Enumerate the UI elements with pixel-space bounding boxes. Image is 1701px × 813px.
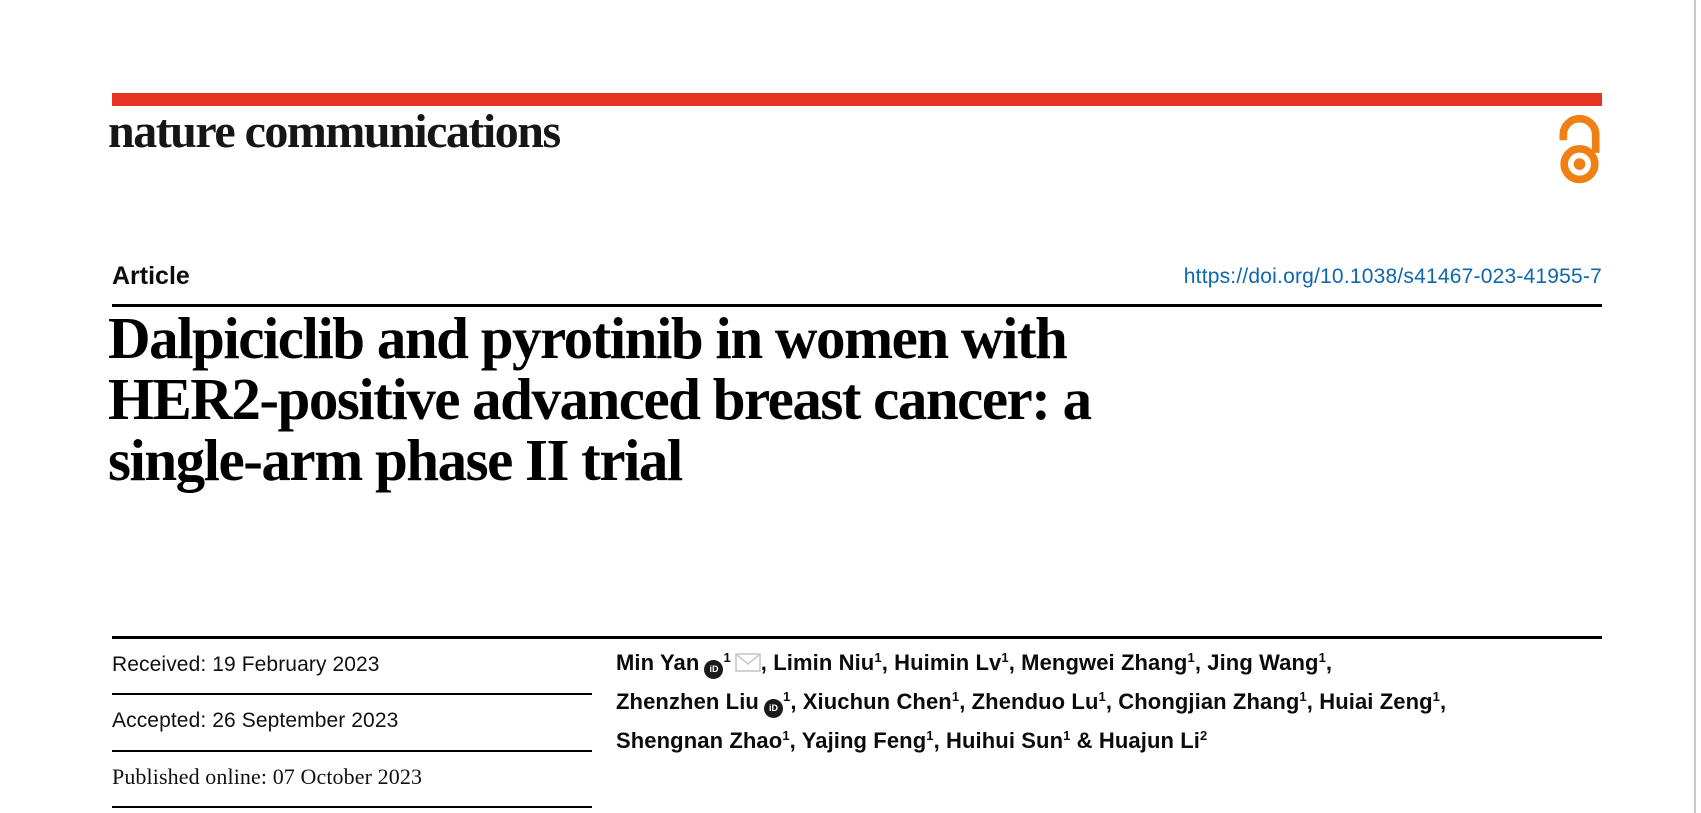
author-separator: ,	[790, 689, 803, 714]
received-date: Received: 19 February 2023	[112, 653, 380, 676]
author-name[interactable]: Yajing Feng	[801, 728, 927, 753]
date-divider-rule	[112, 750, 592, 752]
author-separator: ,	[1008, 650, 1022, 675]
open-access-lock-icon	[1559, 114, 1600, 184]
section-divider-rule	[112, 636, 1602, 639]
author-affiliation-sup: 1	[1187, 650, 1195, 665]
author-affiliation-sup: 1	[723, 650, 731, 665]
accepted-date: Accepted: 26 September 2023	[112, 709, 399, 732]
author-affiliation-sup: 1	[1299, 689, 1307, 704]
author-separator: ,	[1325, 650, 1333, 675]
author-separator: ,	[789, 728, 802, 753]
author-affiliation-sup: 1	[1001, 650, 1009, 665]
article-title-line: single-arm phase II trial	[108, 427, 683, 493]
author-separator: ,	[1306, 689, 1320, 714]
doi-link[interactable]: https://doi.org/10.1038/s41467-023-41955…	[1183, 265, 1602, 288]
author-name[interactable]: Huimin Lv	[894, 650, 1002, 675]
date-divider-rule	[112, 806, 592, 808]
author-separator: ,	[760, 650, 774, 675]
author-separator: ,	[1105, 689, 1119, 714]
author-affiliation-sup: 1	[782, 689, 791, 704]
author-name[interactable]: Zhenduo Lu	[971, 689, 1099, 714]
header-divider-rule	[112, 304, 1602, 307]
article-title: Dalpiciclib and pyrotinib in women with …	[108, 308, 1508, 491]
author-name[interactable]: Zhenzhen Liu	[616, 689, 759, 714]
journal-logo[interactable]: nature communications	[108, 105, 561, 158]
author-affiliation-sup: 1	[1098, 689, 1106, 704]
author-affiliation-sup: 1	[951, 689, 960, 704]
author-affiliation-sup: 2	[1200, 728, 1208, 743]
author-line: Shengnan Zhao1, Yajing Feng1, Huihui Sun…	[616, 723, 1516, 762]
author-name[interactable]: Huihui Sun	[946, 728, 1064, 753]
author-affiliation-sup: 1	[782, 728, 790, 743]
author-name[interactable]: Huajun Li	[1098, 728, 1201, 753]
author-separator: ,	[933, 728, 947, 753]
article-title-line: Dalpiciclib and pyrotinib in women with	[108, 305, 1068, 371]
author-separator: ,	[959, 689, 972, 714]
author-name[interactable]: Jing Wang	[1207, 650, 1319, 675]
author-line: Min Yan iD1, Limin Niu1, Huimin Lv1, Meng…	[616, 645, 1516, 684]
author-affiliation-sup: 1	[926, 728, 934, 743]
author-name[interactable]: Chongjian Zhang	[1118, 689, 1300, 714]
author-name[interactable]: Min Yan	[616, 650, 700, 675]
author-name[interactable]: Mengwei Zhang	[1021, 650, 1188, 675]
orcid-icon[interactable]: iD	[763, 698, 783, 718]
author-separator: &	[1070, 728, 1099, 753]
author-name[interactable]: Shengnan Zhao	[616, 728, 783, 753]
author-list: Min Yan iD1, Limin Niu1, Huimin Lv1, Meng…	[616, 645, 1516, 762]
date-divider-rule	[112, 693, 592, 695]
author-name[interactable]: Limin Niu	[773, 650, 875, 675]
article-title-line: HER2-positive advanced breast cancer: a	[108, 366, 1092, 432]
author-name[interactable]: Xiuchun Chen	[802, 689, 952, 714]
author-separator: ,	[1194, 650, 1208, 675]
author-affiliation-sup: 1	[1432, 689, 1440, 704]
masthead-red-bar	[112, 93, 1602, 106]
author-name[interactable]: Huiai Zeng	[1319, 689, 1433, 714]
orcid-icon[interactable]: iD	[704, 659, 724, 679]
author-affiliation-sup: 1	[874, 650, 882, 665]
author-line: Zhenzhen Liu iD1, Xiuchun Chen1, Zhenduo …	[616, 684, 1516, 723]
author-affiliation-sup: 1	[1063, 728, 1071, 743]
page-edge-divider	[1694, 0, 1696, 813]
author-affiliation-sup: 1	[1318, 650, 1326, 665]
article-type-label: Article	[112, 262, 190, 290]
author-separator: ,	[1440, 689, 1447, 714]
email-corresponding-author-icon[interactable]	[734, 653, 761, 672]
author-separator: ,	[881, 650, 895, 675]
published-date: Published online: 07 October 2023	[112, 764, 423, 789]
